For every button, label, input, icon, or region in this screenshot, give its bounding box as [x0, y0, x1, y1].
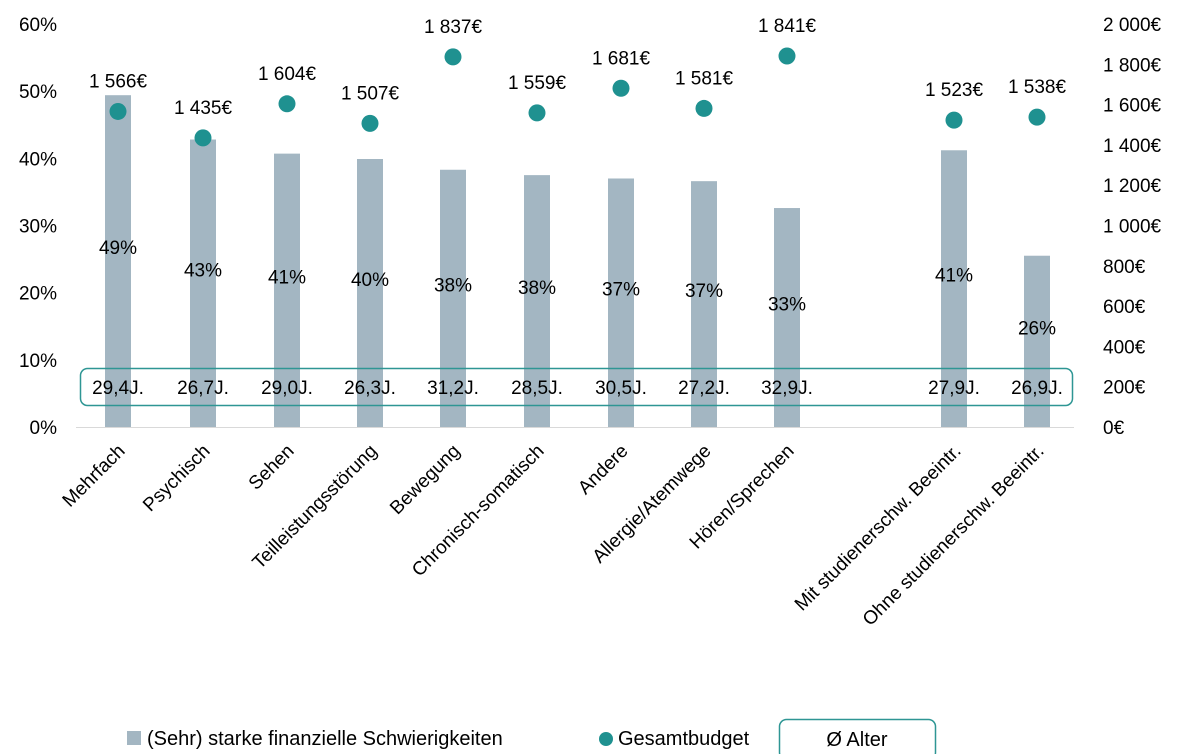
age-label: 29,4J.	[92, 378, 144, 399]
category-label: Mit studienerschw. Beeintr.	[791, 441, 966, 616]
legend-swatch-dot	[599, 732, 613, 746]
bar-value-label: 40%	[351, 270, 389, 291]
age-label: 26,9J.	[1011, 378, 1063, 399]
budget-value-label: 1 523€	[925, 80, 984, 101]
budget-value-label: 1 538€	[1008, 77, 1067, 98]
y-left-tick-label: 20%	[19, 284, 57, 305]
budget-dot	[612, 79, 630, 97]
bar	[1024, 255, 1050, 427]
age-label: 30,5J.	[595, 378, 647, 399]
bar-series	[105, 95, 1050, 428]
bar	[105, 95, 131, 428]
dot-series	[109, 47, 1046, 147]
bar	[274, 153, 300, 428]
budget-value-label: 1 581€	[675, 68, 734, 89]
category-label: Ohne studienerschw. Beeintr.	[859, 441, 1049, 631]
y-left-tick-label: 10%	[19, 351, 57, 372]
budget-dot	[361, 114, 379, 132]
bar-value-label: 41%	[935, 266, 973, 287]
y-left-tick-label: 40%	[19, 149, 57, 170]
budget-value-label: 1 435€	[174, 98, 233, 119]
age-label: 28,5J.	[511, 378, 563, 399]
budget-dot	[444, 48, 462, 66]
bar-value-label: 38%	[434, 275, 472, 296]
bar-value-label: 37%	[685, 281, 723, 302]
y-right-tick-label: 600€	[1103, 297, 1146, 318]
y-right-tick-label: 1 000€	[1103, 217, 1162, 238]
legend-swatch-bar	[127, 731, 141, 745]
budget-dot	[528, 104, 546, 122]
y-right-tick-label: 1 400€	[1103, 136, 1162, 157]
age-box: 29,4J. 26,7J. 29,0J. 26,3J. 31,2J. 28,5J. 30,5…	[79, 367, 1074, 407]
age-label: 29,0J.	[261, 378, 313, 399]
budget-value-label: 1 604€	[258, 64, 317, 85]
budget-value-label: 1 681€	[592, 48, 651, 69]
legend: (Sehr) starke finanzielle Schwierigkeite…	[127, 718, 937, 754]
bar	[941, 150, 967, 428]
age-box-frame	[79, 367, 1074, 407]
y-right-tick-label: 2 000€	[1103, 15, 1162, 36]
bar-value-label: 43%	[184, 260, 222, 281]
age-label: 31,2J.	[427, 378, 479, 399]
bar	[440, 169, 466, 428]
age-label: 26,3J.	[344, 378, 396, 399]
budget-dot	[695, 99, 713, 117]
legend-label-bar: (Sehr) starke finanzielle Schwierigkeite…	[147, 728, 503, 750]
bar	[774, 208, 800, 427]
category-label: Bewegung	[386, 441, 464, 519]
bar-value-label: 33%	[768, 295, 806, 316]
category-label: Sehen	[245, 441, 299, 495]
budget-value-label: 1 507€	[341, 83, 400, 104]
category-label: Mehrfach	[59, 441, 130, 512]
bar-value-label: 41%	[268, 267, 306, 288]
bar-value-label: 26%	[1018, 318, 1056, 339]
budget-dot	[278, 95, 296, 113]
y-left-tick-label: 30%	[19, 217, 57, 238]
budget-value-label: 1 559€	[508, 73, 567, 94]
bar	[357, 159, 383, 427]
budget-value-label: 1 837€	[424, 17, 483, 38]
y-right-tick-label: 1 200€	[1103, 176, 1162, 197]
bar-value-label: 49%	[99, 238, 137, 259]
category-label: Psychisch	[139, 441, 214, 516]
legend-age-frame	[778, 718, 937, 754]
y-right-tick-label: 400€	[1103, 337, 1146, 358]
y-left-tick-label: 60%	[19, 15, 57, 36]
budget-dot	[778, 47, 796, 65]
category-label: Andere	[574, 441, 632, 499]
category-labels: Mehrfach Psychisch SehenTeilleistungsstöru…	[59, 441, 1049, 631]
budget-dot	[109, 102, 127, 120]
bar-value-label: 37%	[602, 280, 640, 301]
age-label: 32,9J.	[761, 378, 813, 399]
budget-dot	[945, 111, 963, 129]
age-label: 27,2J.	[678, 378, 730, 399]
bar	[190, 139, 216, 427]
data-labels: 49% 43% 41% 40% 38% 38% 37% 37% 33% 41% 26% 1 566€ 1…	[89, 16, 1067, 339]
y-right-tick-label: 1 600€	[1103, 96, 1162, 117]
budget-value-label: 1 566€	[89, 71, 148, 92]
age-label: 26,7J.	[177, 378, 229, 399]
y-right-tick-label: 200€	[1103, 378, 1146, 399]
budget-dot	[194, 129, 212, 147]
legend-label-age: Ø Alter	[826, 729, 887, 751]
bar-value-label: 38%	[518, 278, 556, 299]
budget-dot	[1028, 108, 1046, 126]
y-right-tick-label: 800€	[1103, 257, 1146, 278]
y-left-tick-label: 50%	[19, 82, 57, 103]
legend-label-dot: Gesamtbudget	[618, 728, 750, 750]
axes: 0% 10% 20% 30% 40% 50% 60% 0€ 200€ 400€ 600€ 800€ 1 …	[19, 15, 1162, 439]
y-right-tick-label: 1 800€	[1103, 55, 1162, 76]
bar	[608, 178, 634, 427]
y-right-tick-label: 0€	[1103, 418, 1125, 439]
age-label: 27,9J.	[928, 378, 980, 399]
bar	[691, 181, 717, 427]
y-left-tick-label: 0%	[30, 418, 58, 439]
budget-value-label: 1 841€	[758, 16, 817, 37]
bar	[524, 175, 550, 427]
